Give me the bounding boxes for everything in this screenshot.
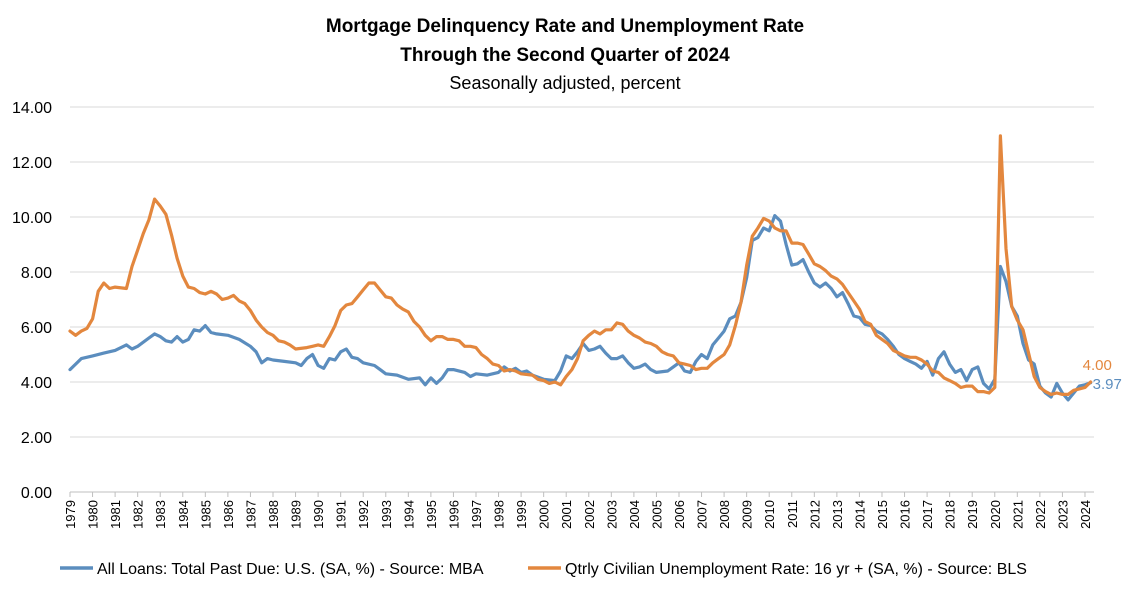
x-tick-label: 2020 [988, 500, 1003, 529]
x-tick-label: 2010 [762, 500, 777, 529]
series-line-delinquency [68, 214, 1093, 402]
x-tick-label: 2019 [965, 500, 980, 529]
x-tick-label: 1981 [108, 500, 123, 529]
x-tick-label: 1987 [243, 500, 258, 529]
legend: All Loans: Total Past Due: U.S. (SA, %) … [60, 561, 1027, 578]
x-tick-label: 1984 [176, 500, 191, 529]
x-tick-label: 2001 [559, 500, 574, 529]
y-tick-label: 10.00 [12, 210, 52, 227]
legend-label-unemployment: Qtrly Civilian Unemployment Rate: 16 yr … [565, 561, 1027, 578]
y-axis-ticks: 0.00 2.00 4.00 6.00 8.00 10.00 12.00 14.00 [12, 100, 52, 502]
chart-subtitle: Seasonally adjusted, percent [449, 73, 680, 93]
y-tick-label: 6.00 [21, 320, 52, 337]
x-tick-label: 2002 [582, 500, 597, 529]
x-tick-label: 1983 [153, 500, 168, 529]
x-tick-label: 2023 [1055, 500, 1070, 529]
y-tick-label: 2.00 [21, 430, 52, 447]
x-tick-label: 2000 [537, 500, 552, 529]
x-tick-label: 2017 [920, 500, 935, 529]
x-tick-label: 2003 [604, 500, 619, 529]
x-tick-label: 1994 [401, 500, 416, 529]
x-tick-label: 1982 [131, 500, 146, 529]
x-tick-label: 2022 [1033, 500, 1048, 529]
series-lines [68, 134, 1093, 402]
x-tick-label: 2007 [695, 500, 710, 529]
x-tick-label: 2021 [1010, 500, 1025, 529]
x-tick-label: 1985 [198, 500, 213, 529]
x-tick-label: 2009 [740, 500, 755, 529]
x-tick-label: 1980 [86, 500, 101, 529]
chart-title-line2: Through the Second Quarter of 2024 [400, 45, 730, 66]
x-tick-label: 1993 [379, 500, 394, 529]
x-tick-label: 2008 [717, 500, 732, 529]
x-tick-label: 1995 [424, 500, 439, 529]
x-tick-label: 2004 [627, 500, 642, 529]
end-labels: 4.00 3.97 [1083, 357, 1122, 393]
end-label-unemployment: 4.00 [1083, 357, 1112, 374]
end-label-delinquency: 3.97 [1093, 376, 1122, 393]
x-tick-label: 2006 [672, 500, 687, 529]
x-tick-label: 1997 [469, 500, 484, 529]
gridlines [70, 106, 1094, 493]
y-tick-label: 0.00 [21, 485, 52, 502]
x-tick-label: 2018 [943, 500, 958, 529]
x-tick-label: 2005 [649, 500, 664, 529]
x-tick-label: 1986 [221, 500, 236, 529]
legend-label-delinquency: All Loans: Total Past Due: U.S. (SA, %) … [97, 561, 484, 578]
y-tick-label: 14.00 [12, 100, 52, 117]
y-tick-label: 8.00 [21, 265, 52, 282]
x-tick-label: 1992 [356, 500, 371, 529]
chart-title-line1: Mortgage Delinquency Rate and Unemployme… [326, 16, 804, 37]
x-tick-label: 1979 [63, 500, 78, 529]
x-tick-label: 2024 [1078, 500, 1093, 529]
x-tick-label: 2016 [898, 500, 913, 529]
x-tick-label: 1999 [514, 500, 529, 529]
x-tick-label: 2014 [852, 500, 867, 529]
x-tick-label: 1991 [334, 500, 349, 529]
x-axis: 1979 1980 1981 1982 1983 1984 1985 1986 1987 1988… [63, 491, 1094, 529]
x-tick-label: 2012 [807, 500, 822, 529]
x-tick-label: 1989 [289, 500, 304, 529]
x-tick-label: 1998 [492, 500, 507, 529]
x-tick-label: 2013 [830, 500, 845, 529]
x-tick-label: 1990 [311, 500, 326, 529]
x-tick-label: 2011 [785, 500, 800, 528]
x-tick-label: 1988 [266, 500, 281, 529]
x-tick-label: 2015 [875, 500, 890, 529]
y-tick-label: 4.00 [21, 375, 52, 392]
x-tick-label: 1996 [446, 500, 461, 529]
series-line-unemployment [68, 134, 1093, 396]
y-tick-label: 12.00 [12, 155, 52, 172]
